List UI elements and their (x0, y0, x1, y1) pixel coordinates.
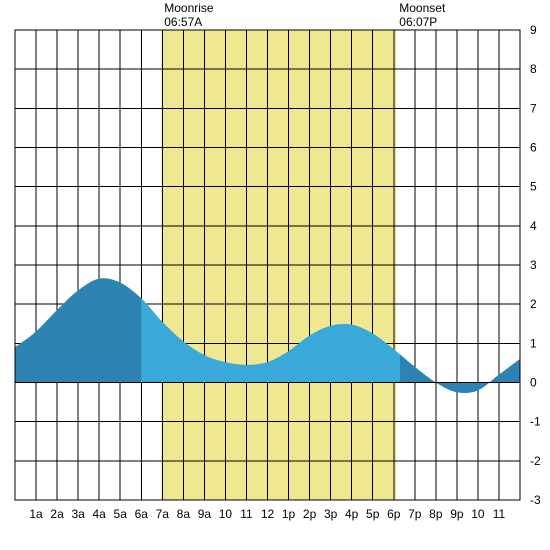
x-tick-label: 1p (282, 507, 296, 521)
x-tick-label: 11 (493, 507, 506, 521)
y-tick-label: -3 (530, 493, 541, 507)
y-tick-label: 5 (530, 180, 537, 194)
x-tick-label: 2a (50, 507, 64, 521)
y-tick-label: 7 (530, 101, 537, 115)
x-tick-label: 12 (261, 507, 275, 521)
moonset-label: Moonset (399, 1, 446, 15)
y-tick-label: 1 (530, 336, 537, 350)
x-tick-label: 8p (429, 507, 443, 521)
moonrise-time: 06:57A (164, 15, 202, 29)
x-tick-label: 8a (177, 507, 191, 521)
x-tick-label: 5a (114, 507, 128, 521)
y-tick-label: 6 (530, 141, 537, 155)
y-tick-label: 2 (530, 297, 537, 311)
x-tick-label: 7a (156, 507, 170, 521)
x-tick-label: 9p (450, 507, 464, 521)
x-tick-label: 1a (29, 507, 43, 521)
x-tick-label: 10 (219, 507, 233, 521)
y-tick-label: 4 (530, 219, 537, 233)
x-tick-label: 9a (198, 507, 212, 521)
tide-area-night-pm (400, 354, 521, 393)
x-tick-label: 6a (135, 507, 149, 521)
x-tick-label: 3a (71, 507, 85, 521)
x-tick-label: 4p (345, 507, 359, 521)
y-tick-label: -1 (530, 415, 541, 429)
x-tick-label: 7p (408, 507, 422, 521)
x-tick-label: 10 (471, 507, 485, 521)
moonrise-label: Moonrise (164, 1, 214, 15)
x-tick-label: 6p (387, 507, 401, 521)
x-tick-label: 5p (366, 507, 380, 521)
chart-svg: -3-2-101234567891a2a3a4a5a6a7a8a9a101112… (0, 0, 550, 550)
tide-area-night-am (13, 278, 142, 382)
x-tick-label: 4a (92, 507, 106, 521)
y-tick-label: 9 (530, 23, 537, 37)
x-tick-label: 11 (240, 507, 253, 521)
y-tick-label: 0 (530, 376, 537, 390)
x-tick-label: 2p (303, 507, 317, 521)
x-tick-label: 3p (324, 507, 338, 521)
tide-chart: -3-2-101234567891a2a3a4a5a6a7a8a9a101112… (0, 0, 550, 550)
moonset-time: 06:07P (399, 15, 437, 29)
y-tick-label: 3 (530, 258, 537, 272)
y-tick-label: 8 (530, 62, 537, 76)
y-tick-label: -2 (530, 454, 541, 468)
